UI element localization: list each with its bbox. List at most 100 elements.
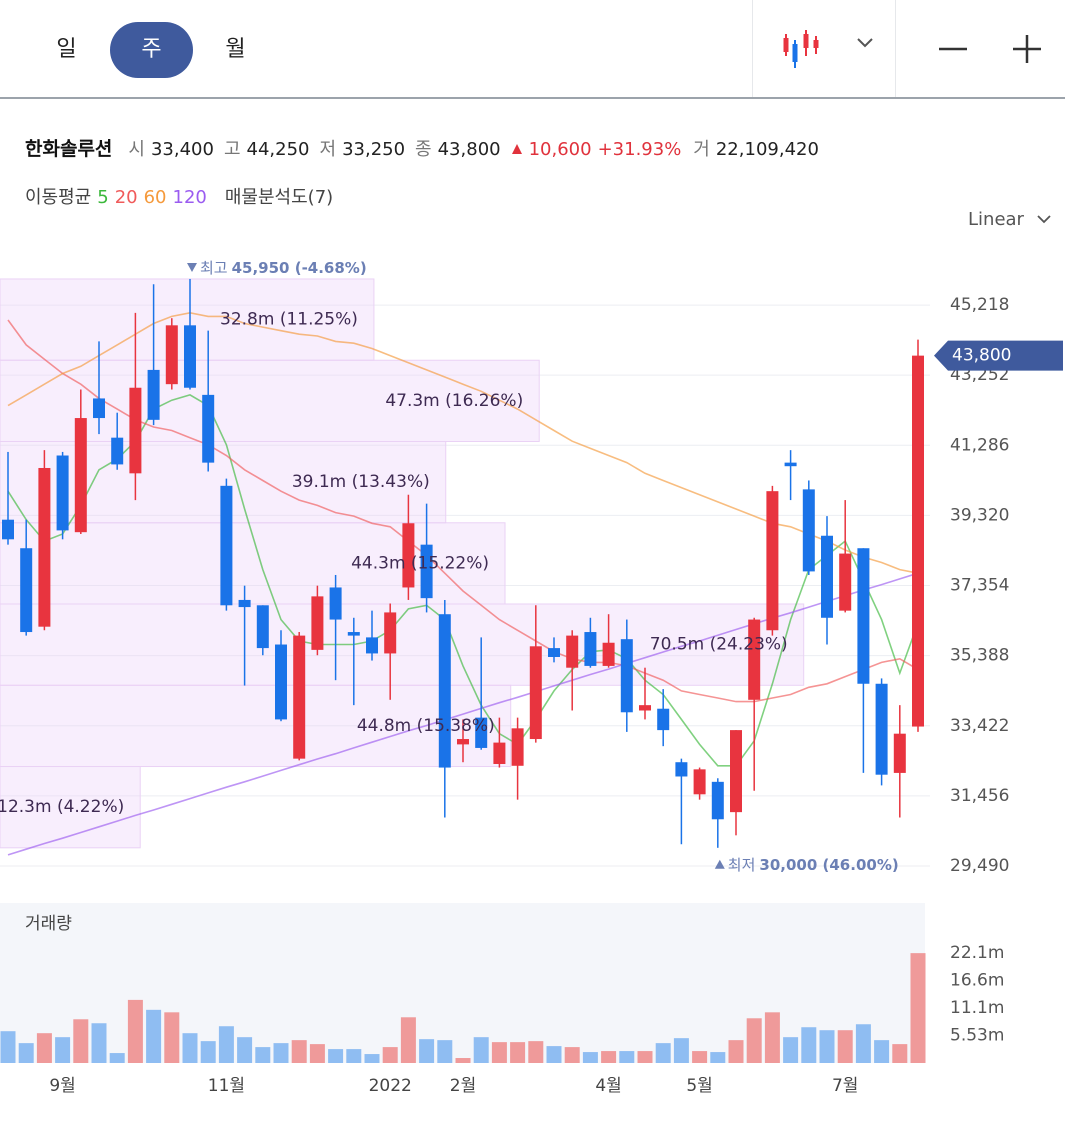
volume-bar [200,1041,216,1063]
x-tick-label: 11월 [208,1076,245,1096]
candle-body [384,612,397,654]
period-tab[interactable]: 월 [225,37,246,62]
stat-label: 종 [415,139,432,160]
icon-part [803,34,809,48]
candle-body [420,544,433,599]
candle-body [802,489,815,572]
chevron [1037,215,1051,224]
icon-part [783,38,789,52]
triangle [511,144,522,154]
ma-legend: 120 [172,187,207,208]
volume-bar [855,1024,871,1063]
candle-body [2,519,14,540]
volume-tick-label: 16.6m [950,971,1004,991]
volume-bar [801,1027,817,1063]
profile-label: 39.1m (13.43%) [292,472,430,492]
volume-bar [564,1047,580,1063]
volume-bar [710,1052,726,1063]
volume-bar [746,1018,762,1063]
candle-body [293,635,306,759]
chevron-path [1037,215,1051,224]
stat-value: 44,250 [246,139,310,160]
profile-label: 32.8m (11.25%) [220,310,358,330]
ma-line [7,311,919,574]
ma-legend: 20 [114,187,138,208]
ma-label: 이동평균 [25,187,92,208]
volume-bar [419,1039,435,1063]
volume-bar [601,1051,617,1063]
candle-body [493,742,506,764]
candle-body [639,705,651,711]
volume-bar [546,1046,562,1063]
x-tick-label: 9월 [49,1076,75,1096]
candle-body [347,632,360,636]
stat-label: 저 [319,139,337,160]
candle-body [129,387,142,474]
marker-title: 최저 [728,855,756,873]
candle-body [839,553,852,611]
candle-body [220,485,233,606]
period-tab[interactable]: 주 [110,22,193,78]
volume-bar [109,1053,125,1063]
y-tick-label: 31,456 [950,786,1009,806]
candle-body [766,491,779,631]
candle-body [602,642,615,666]
candle-body [20,548,33,633]
y-tick-label: 45,218 [950,295,1009,315]
volume-bar [673,1038,689,1063]
price-tag [934,340,1063,371]
icon-part [813,40,819,48]
candle-body [147,369,160,420]
zoom-out-button[interactable] [936,32,970,66]
candle-body [875,683,888,775]
volume-bar [692,1051,708,1063]
zoom-in-button[interactable] [1010,32,1044,66]
candle-body [784,462,797,467]
stat-label: 시 [128,139,145,160]
stock-info: 한화솔루션 시 33,400 고 44,250 저 33,250 종 43,800 10,600 +… [25,134,823,161]
profile-label: 47.3m (16.26%) [385,391,523,411]
profile-band [0,359,540,442]
period-tab[interactable]: 일 [56,37,77,62]
volume-bar [146,1009,162,1063]
x-tick-label: 5월 [686,1076,712,1096]
profile-label: 매물분석도(7) [224,187,334,208]
candle-body [38,467,51,627]
chevron [857,38,873,48]
y-tick-label: 35,388 [950,646,1009,666]
volume-bar [309,1044,325,1063]
volume-bar [619,1051,635,1063]
volume-bar [892,1044,908,1063]
y-tick-label: 37,354 [950,576,1009,596]
volume-bar [328,1049,344,1063]
candle-body [693,769,706,795]
profile-label: 12.3m (4.22%) [0,797,124,817]
separator [752,0,753,97]
candle-body [202,394,215,463]
ma-line [7,319,919,703]
candle-body [402,523,415,588]
dropdown-chevron[interactable] [856,36,874,50]
x-tick-label: 4월 [595,1076,621,1096]
volume-bar [637,1051,653,1063]
candle-body [893,733,906,773]
candle-body [711,781,724,820]
candle-body [111,437,124,465]
x-tick-label: 7월 [832,1076,858,1096]
volume-bar [164,1012,180,1063]
volume-bar [55,1037,71,1063]
scale-selector[interactable]: Linear [968,209,1052,230]
profile-label: 44.8m (15.38%) [357,716,495,736]
candle-body [675,762,688,777]
candle-body [584,632,597,666]
chart-type-icon[interactable] [780,26,826,72]
volume-bar [346,1049,362,1063]
candle-body [93,398,105,419]
volume-bar [218,1026,234,1063]
candle-body [821,535,833,618]
volume-bar [437,1040,453,1063]
ma-legend: 60 [143,187,167,208]
stock-name: 한화솔루션 [25,138,113,160]
candle-body [238,599,251,608]
